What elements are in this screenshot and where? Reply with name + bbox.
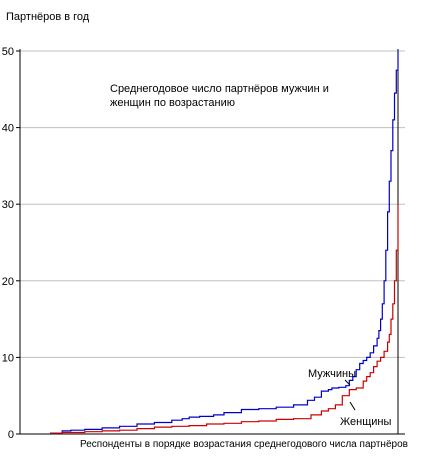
y-tick-label: 20 <box>2 276 14 288</box>
y-tick-label: 0 <box>8 429 14 441</box>
men-label-leader <box>344 379 351 386</box>
y-axis-label: Партнёров в год <box>6 11 90 23</box>
y-tick-label: 40 <box>2 123 14 135</box>
women-series-label: Женщины <box>340 416 391 428</box>
series-line-men <box>50 51 399 434</box>
y-tick-label: 30 <box>2 199 14 211</box>
men-series-label: Мужчины <box>308 368 356 380</box>
gridlines <box>20 50 405 358</box>
y-tick-label: 10 <box>2 352 14 364</box>
chart-annotation-line-1: Среднегодовое число партнёров мужчин и <box>110 83 329 95</box>
x-axis-label: Респонденты в порядке возрастания средне… <box>80 439 408 450</box>
y-tick-labels: 0 10 20 30 40 50 <box>2 46 14 441</box>
chart-annotation-line-2: женщин по возрастанию <box>110 97 235 109</box>
series-line-women <box>50 204 399 434</box>
series-lines <box>50 51 399 434</box>
women-label-leader <box>349 401 356 411</box>
y-tick-label: 50 <box>2 46 14 58</box>
